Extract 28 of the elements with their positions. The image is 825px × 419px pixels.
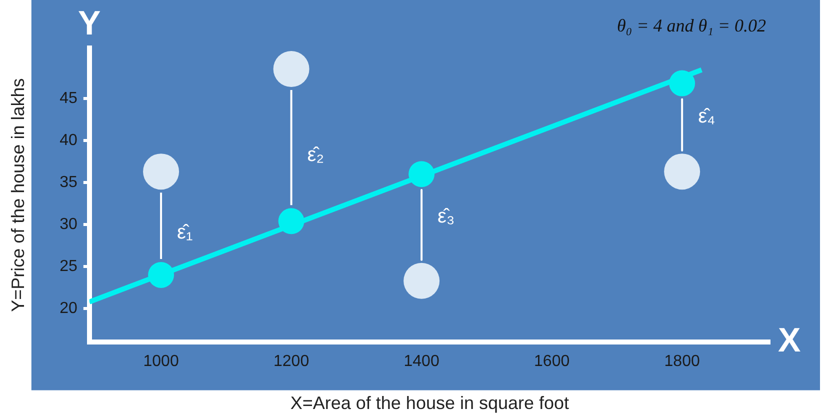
y-tick-label: 45 [60, 90, 78, 107]
annotation: ε̂₄ [698, 105, 716, 128]
point [148, 262, 174, 288]
x-tick-label: 1800 [664, 353, 700, 370]
annotation: ε̂₃ [438, 205, 455, 228]
annotation: ε̂₂ [307, 144, 324, 166]
point [404, 262, 440, 299]
y-tick-label: 40 [60, 132, 78, 149]
y-axis-title: Y=Price of the house in lakhs [8, 78, 28, 312]
y-tick-label: 25 [60, 258, 78, 275]
x-tick-label: 1200 [274, 353, 310, 370]
x-tick-label: 1600 [534, 353, 570, 370]
y-tick-label: 30 [60, 216, 78, 233]
x-tick-label: 1000 [143, 353, 179, 370]
x-tick-label: 1400 [404, 353, 440, 370]
annotation: ε̂₁ [177, 221, 193, 244]
text: θ₀ = 4 and θ₁ = 0.02 [617, 16, 766, 36]
point [664, 154, 700, 190]
y-tick-label: 20 [60, 300, 78, 317]
point [669, 70, 696, 96]
point [273, 51, 310, 88]
text: X [778, 322, 801, 360]
x-axis-title: X=Area of the house in square foot [290, 393, 570, 414]
y-tick-label: 35 [60, 174, 78, 191]
point [278, 208, 304, 234]
point [143, 154, 180, 190]
point [408, 161, 435, 188]
text: Y [78, 4, 102, 42]
